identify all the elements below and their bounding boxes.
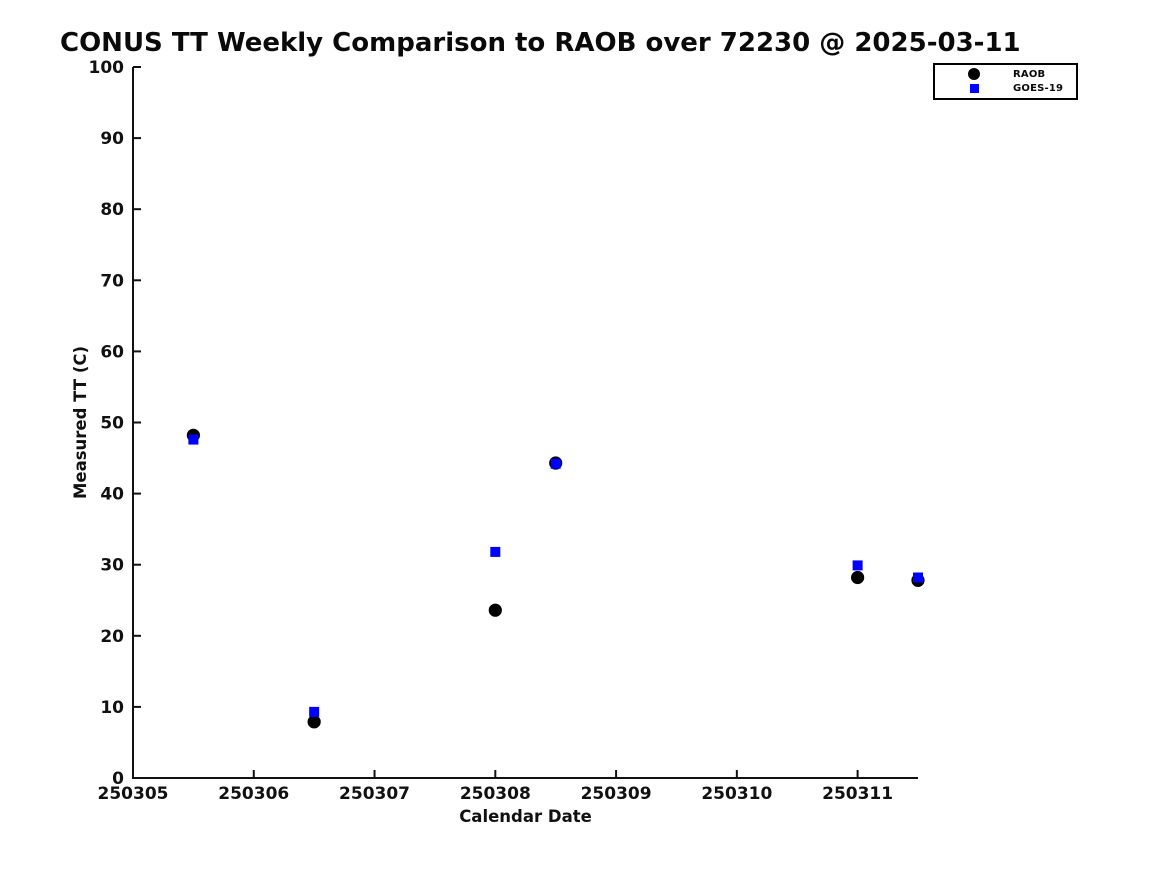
raob-circle-icon [968, 68, 980, 81]
legend-label-raob: RAOB [1013, 68, 1046, 80]
chart-point-goes-19 [188, 434, 199, 445]
y-tick-label: 40 [100, 485, 124, 505]
chart-title: CONUS TT Weekly Comparison to RAOB over … [60, 28, 1021, 58]
x-tick-label: 250310 [701, 784, 772, 804]
x-tick-label: 250311 [822, 784, 893, 804]
x-tick-label: 250307 [339, 784, 410, 804]
y-tick-label: 10 [100, 698, 124, 718]
chart-point-goes-19 [309, 706, 320, 717]
y-tick-label: 80 [100, 200, 124, 220]
x-axis-label: Calendar Date [459, 807, 592, 826]
y-tick-label: 30 [100, 556, 124, 576]
chart-point-raob [307, 715, 321, 729]
x-tick-label: 250306 [218, 784, 289, 804]
legend-item-raob: RAOB [935, 67, 1076, 81]
chart-point-raob [851, 570, 865, 585]
chart-point-goes-19 [550, 458, 561, 469]
y-tick-label: 50 [100, 414, 124, 434]
y-tick-label: 60 [100, 342, 124, 362]
legend-label-goes19: GOES-19 [1013, 83, 1064, 95]
y-tick-label: 100 [89, 58, 125, 78]
x-tick-label: 250309 [581, 784, 652, 804]
chart-point-goes-19 [852, 560, 863, 571]
legend-item-goes19: GOES-19 [935, 82, 1076, 96]
legend-marker-cell [935, 84, 1013, 94]
y-axis-label: Measured TT (C) [71, 346, 90, 499]
legend-marker-cell [935, 68, 1013, 81]
x-tick-label: 250308 [460, 784, 531, 804]
y-tick-label: 90 [100, 129, 124, 149]
y-tick-label: 70 [100, 271, 124, 291]
chart-point-goes-19 [913, 572, 923, 583]
chart-point-raob [488, 603, 502, 617]
chart-point-goes-19 [490, 546, 501, 557]
legend-box: RAOB GOES-19 [933, 63, 1078, 100]
y-tick-label: 0 [112, 769, 124, 789]
y-tick-label: 20 [100, 627, 124, 647]
x-tick-label: 250305 [98, 784, 169, 804]
goes19-square-icon [969, 84, 979, 94]
